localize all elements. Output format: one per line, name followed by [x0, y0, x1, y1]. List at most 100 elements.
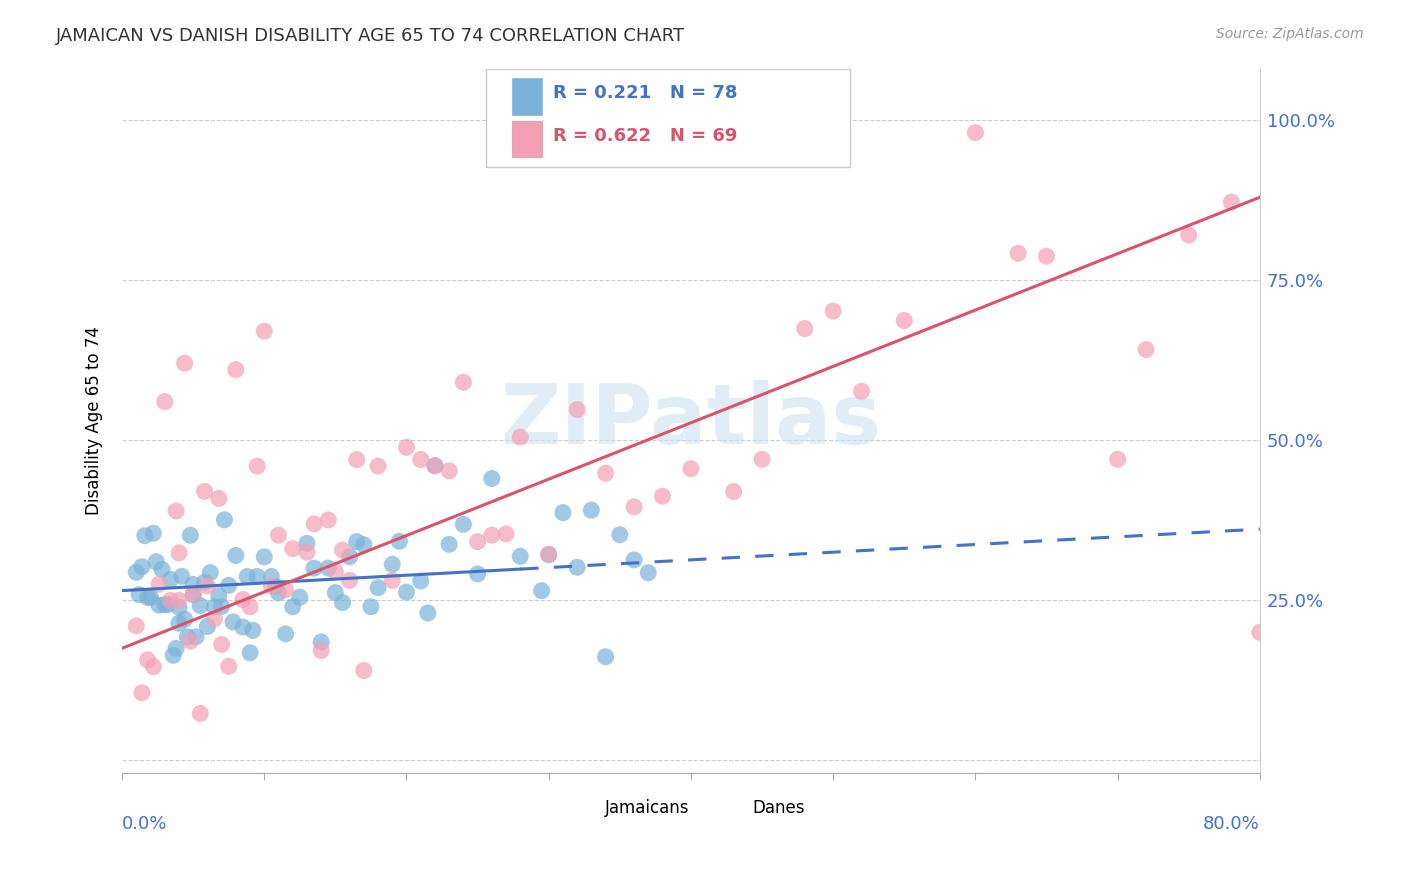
Point — [537, 548, 560, 562]
Point — [823, 304, 845, 318]
Point — [150, 562, 173, 576]
Point — [267, 528, 290, 542]
Point — [204, 599, 226, 614]
Point — [142, 659, 165, 673]
Point — [281, 599, 304, 614]
Text: JAMAICAN VS DANISH DISABILITY AGE 65 TO 74 CORRELATION CHART: JAMAICAN VS DANISH DISABILITY AGE 65 TO … — [56, 27, 685, 45]
Y-axis label: Disability Age 65 to 74: Disability Age 65 to 74 — [86, 326, 103, 516]
Point — [246, 459, 269, 474]
Point — [723, 484, 745, 499]
Point — [481, 528, 503, 542]
FancyBboxPatch shape — [512, 120, 541, 157]
Text: 80.0%: 80.0% — [1204, 815, 1260, 833]
Point — [200, 566, 222, 580]
Point — [193, 575, 215, 590]
Point — [481, 471, 503, 485]
Point — [125, 566, 148, 580]
Point — [153, 394, 176, 409]
Point — [302, 561, 325, 575]
Point — [167, 546, 190, 560]
Point — [242, 624, 264, 638]
Point — [325, 585, 347, 599]
Point — [339, 549, 361, 564]
Point — [623, 500, 645, 514]
Point — [353, 538, 375, 552]
Point — [239, 646, 262, 660]
Point — [204, 612, 226, 626]
Point — [1107, 452, 1129, 467]
Point — [409, 574, 432, 588]
Point — [136, 653, 159, 667]
Point — [595, 649, 617, 664]
Point — [218, 578, 240, 592]
Point — [274, 627, 297, 641]
Point — [167, 616, 190, 631]
Point — [437, 537, 460, 551]
Point — [395, 441, 418, 455]
Point — [537, 547, 560, 561]
Point — [179, 528, 201, 542]
Point — [179, 634, 201, 648]
Point — [181, 587, 204, 601]
Point — [176, 630, 198, 644]
Point — [367, 581, 389, 595]
Point — [353, 664, 375, 678]
Point — [637, 566, 659, 580]
Text: ZIPatlas: ZIPatlas — [501, 380, 882, 461]
Point — [131, 559, 153, 574]
Point — [1177, 228, 1199, 243]
Point — [325, 565, 347, 579]
Point — [395, 585, 418, 599]
Point — [170, 569, 193, 583]
Point — [260, 569, 283, 583]
Point — [893, 313, 915, 327]
Point — [239, 599, 262, 614]
Point — [260, 579, 283, 593]
Point — [793, 321, 815, 335]
Point — [595, 467, 617, 481]
Point — [679, 461, 702, 475]
Point — [211, 599, 233, 614]
Point — [346, 534, 368, 549]
Point — [751, 452, 773, 467]
Point — [423, 458, 446, 473]
Point — [125, 619, 148, 633]
Point — [453, 376, 475, 390]
Point — [188, 706, 211, 721]
Point — [131, 686, 153, 700]
Point — [467, 566, 489, 581]
FancyBboxPatch shape — [723, 795, 748, 821]
Point — [609, 527, 631, 541]
Point — [253, 324, 276, 338]
Point — [965, 126, 987, 140]
FancyBboxPatch shape — [512, 78, 541, 115]
Point — [1007, 246, 1029, 260]
Point — [128, 588, 150, 602]
Text: Danes: Danes — [752, 798, 804, 817]
Point — [495, 527, 517, 541]
Point — [159, 593, 181, 607]
Point — [467, 534, 489, 549]
Point — [288, 591, 311, 605]
Point — [565, 560, 588, 574]
Point — [295, 545, 318, 559]
Point — [581, 503, 603, 517]
Point — [316, 513, 339, 527]
Point — [195, 579, 218, 593]
Point — [409, 452, 432, 467]
Point — [509, 549, 531, 564]
Point — [623, 553, 645, 567]
Point — [236, 569, 259, 583]
Point — [173, 612, 195, 626]
Point — [181, 577, 204, 591]
Point — [167, 600, 190, 615]
Point — [232, 592, 254, 607]
Point — [416, 606, 439, 620]
Point — [218, 659, 240, 673]
Point — [346, 452, 368, 467]
Point — [193, 484, 215, 499]
Point — [274, 582, 297, 597]
Point — [423, 458, 446, 473]
Point — [222, 615, 245, 629]
Point — [295, 536, 318, 550]
